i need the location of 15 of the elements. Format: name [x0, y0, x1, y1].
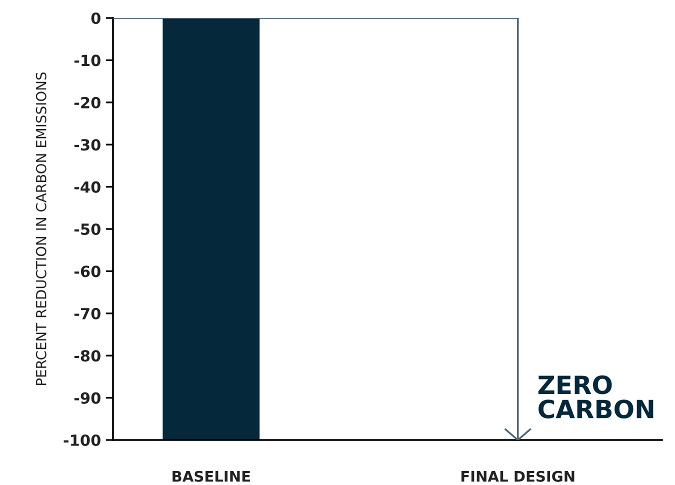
- y-tick-label: -20: [74, 96, 100, 108]
- y-tick-label: -60: [74, 266, 100, 278]
- y-tick-label: -10: [74, 54, 100, 66]
- x-tick-label: BASELINE: [172, 470, 250, 482]
- y-tick-label: -70: [74, 308, 100, 320]
- x-tick-label: FINAL DESIGN: [461, 470, 574, 482]
- y-tick-label: -80: [74, 350, 100, 362]
- y-tick-label: 0: [91, 12, 100, 24]
- y-tick-label: -30: [74, 139, 100, 151]
- y-tick-label: -100: [64, 434, 100, 446]
- y-axis-title: PERCENT REDUCTION IN CARBON EMISSIONS: [36, 72, 46, 385]
- annotation: ZERO CARBON: [538, 375, 654, 418]
- y-tick-label: -90: [74, 392, 100, 404]
- y-tick-label: -50: [74, 223, 100, 236]
- y-tick-label: -40: [74, 181, 100, 193]
